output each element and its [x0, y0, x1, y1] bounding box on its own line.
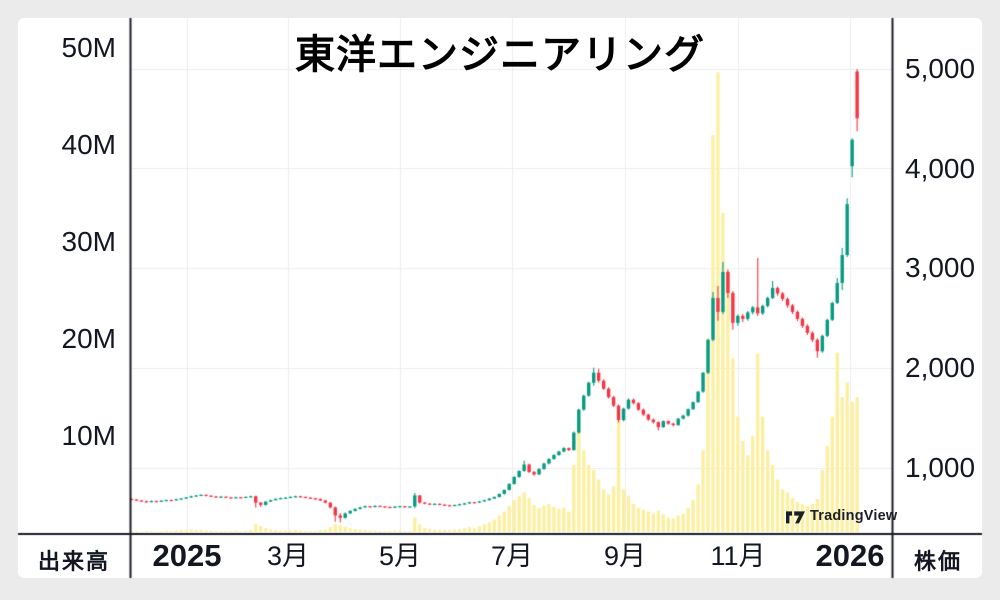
x-tick-sep: 9月	[603, 541, 647, 571]
chart-title: 東洋エンジニアリング	[295, 33, 705, 77]
price-tick-4000: 4,000	[905, 153, 976, 184]
x-tick-mar: 3月	[266, 541, 310, 571]
tradingview-attribution-link[interactable]: TradingView	[786, 508, 897, 524]
x-tick-may: 5月	[378, 541, 422, 571]
x-tick-2026: 2026	[815, 538, 885, 573]
volume-tick-30m: 30M	[61, 226, 116, 257]
volume-tick-20m: 20M	[61, 323, 116, 354]
price-tick-3000: 3,000	[905, 252, 976, 283]
volume-tick-10m: 10M	[61, 420, 116, 451]
volume-tick-40m: 40M	[61, 129, 116, 160]
x-tick-2025: 2025	[152, 538, 222, 573]
price-tick-2000: 2,000	[905, 352, 976, 383]
price-axis-title: 株価	[913, 549, 963, 574]
volume-axis-title: 出来高	[37, 549, 111, 574]
tradingview-logo-text: TradingView	[810, 508, 898, 524]
tradingview-logo-icon	[786, 509, 805, 524]
x-tick-nov: 11月	[710, 541, 766, 571]
volume-tick-50m: 50M	[61, 32, 116, 63]
x-tick-jul: 7月	[490, 541, 534, 571]
price-tick-1000: 1,000	[905, 452, 976, 483]
price-tick-5000: 5,000	[905, 53, 976, 84]
